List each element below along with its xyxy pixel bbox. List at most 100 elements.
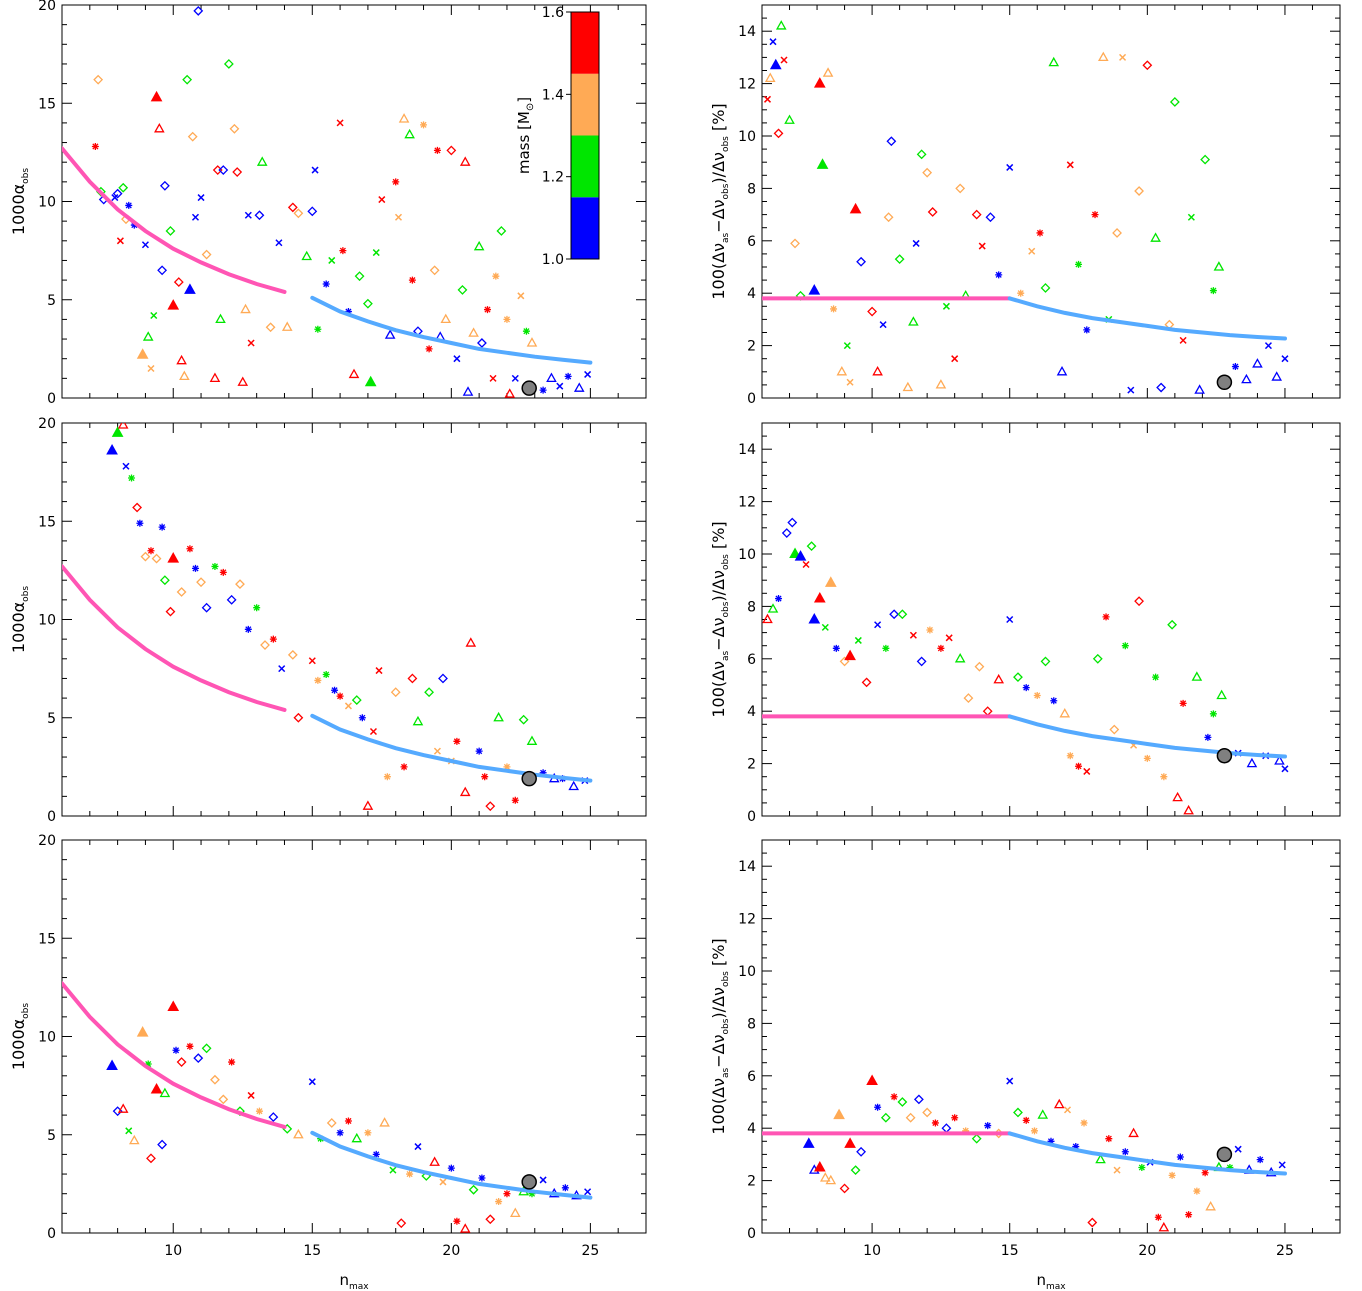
data-point bbox=[962, 1127, 970, 1135]
data-point bbox=[201, 602, 212, 613]
pink-curve bbox=[62, 564, 287, 712]
sun-marker bbox=[1216, 1146, 1233, 1163]
data-point bbox=[394, 213, 403, 221]
x-tick-label: 20 bbox=[1138, 1243, 1156, 1259]
data-point bbox=[1264, 342, 1272, 350]
data-point bbox=[1213, 261, 1225, 271]
data-point bbox=[344, 1117, 352, 1125]
data-point bbox=[369, 727, 377, 736]
data-point bbox=[485, 801, 496, 812]
data-point bbox=[503, 763, 511, 771]
data-point bbox=[1252, 358, 1263, 368]
data-point bbox=[136, 1026, 149, 1037]
data-point bbox=[400, 763, 408, 771]
data-point bbox=[364, 375, 377, 387]
data-point bbox=[1271, 371, 1283, 381]
data-point bbox=[1075, 762, 1083, 770]
data-point bbox=[465, 637, 477, 647]
data-point bbox=[935, 379, 947, 389]
data-point bbox=[117, 423, 129, 429]
data-point bbox=[344, 308, 352, 316]
data-point bbox=[984, 1122, 992, 1130]
data-point bbox=[922, 167, 933, 178]
data-point bbox=[784, 114, 795, 124]
data-point bbox=[150, 90, 163, 102]
data-point bbox=[1097, 51, 1109, 62]
y-tick-label: 2 bbox=[747, 757, 756, 773]
data-point bbox=[235, 579, 245, 590]
data-point bbox=[372, 249, 380, 257]
data-point bbox=[1013, 672, 1023, 683]
colorbar-tick-label: 1.0 bbox=[542, 252, 564, 268]
data-point bbox=[824, 576, 837, 587]
y-tick-label: 12 bbox=[738, 77, 756, 93]
data-point bbox=[140, 551, 151, 562]
data-point bbox=[1022, 684, 1030, 692]
data-point bbox=[176, 354, 187, 365]
data-point bbox=[125, 201, 133, 209]
data-point bbox=[1091, 211, 1099, 219]
y-tick-label: 12 bbox=[738, 912, 756, 928]
data-point bbox=[971, 1133, 982, 1144]
data-point bbox=[260, 640, 270, 650]
y-tick-label: 4 bbox=[747, 286, 756, 302]
data-point bbox=[433, 747, 441, 755]
data-point bbox=[354, 271, 365, 282]
data-point bbox=[485, 1214, 496, 1225]
data-point bbox=[1138, 1164, 1146, 1171]
data-points bbox=[91, 5, 592, 398]
data-point bbox=[201, 1043, 212, 1054]
data-point bbox=[157, 265, 168, 276]
data-point bbox=[117, 1103, 129, 1113]
blue-curve bbox=[310, 1130, 593, 1200]
data-point bbox=[1152, 673, 1160, 681]
x-axis-title: nmax bbox=[1036, 1271, 1066, 1291]
data-point bbox=[773, 128, 784, 139]
y-tick-label: 15 bbox=[38, 931, 56, 947]
data-point bbox=[211, 562, 219, 570]
data-point bbox=[908, 316, 919, 326]
data-point bbox=[1169, 97, 1180, 107]
data-point bbox=[406, 1170, 414, 1178]
data-point bbox=[775, 20, 787, 30]
plot-frame bbox=[61, 839, 647, 1234]
data-point bbox=[503, 315, 511, 323]
data-point bbox=[897, 1097, 908, 1107]
data-point bbox=[790, 238, 800, 249]
y-tick-label: 14 bbox=[738, 859, 756, 875]
data-point bbox=[561, 1184, 569, 1192]
data-point bbox=[1022, 1116, 1030, 1124]
data-point bbox=[584, 370, 592, 378]
data-point bbox=[1040, 656, 1051, 667]
data-point bbox=[176, 587, 187, 597]
y-tick-label: 8 bbox=[747, 599, 756, 615]
y-tick-label: 14 bbox=[738, 442, 756, 458]
data-point bbox=[379, 1117, 390, 1127]
data-point bbox=[849, 202, 862, 214]
data-point bbox=[311, 166, 319, 174]
data-point bbox=[247, 339, 255, 347]
data-point bbox=[816, 158, 829, 169]
data-point bbox=[1191, 671, 1203, 681]
x-tick-label: 15 bbox=[303, 1243, 321, 1259]
data-point bbox=[813, 592, 826, 603]
y-tick-label: 8 bbox=[747, 181, 756, 197]
data-point bbox=[159, 575, 170, 586]
y-tick-label: 0 bbox=[47, 809, 56, 825]
data-point bbox=[843, 342, 851, 350]
chart-panel-row3-right: 10 15 20 25 0 2 4 6 8 10 12 14 100(Δνas−Δνobs)/Δνobs… bbox=[709, 839, 1341, 1291]
data-point bbox=[287, 649, 298, 660]
y-axis-title: 1000αobs bbox=[9, 586, 31, 653]
data-point bbox=[1150, 232, 1161, 242]
data-point bbox=[314, 325, 322, 333]
data-point bbox=[375, 667, 383, 675]
data-point bbox=[1075, 260, 1083, 268]
data-point bbox=[874, 621, 882, 629]
data-point bbox=[1105, 1135, 1113, 1143]
data-point bbox=[839, 1183, 850, 1194]
data-point bbox=[806, 541, 817, 552]
data-point bbox=[111, 426, 124, 437]
data-point bbox=[882, 644, 890, 652]
data-point bbox=[429, 1156, 440, 1166]
data-point bbox=[440, 313, 452, 324]
